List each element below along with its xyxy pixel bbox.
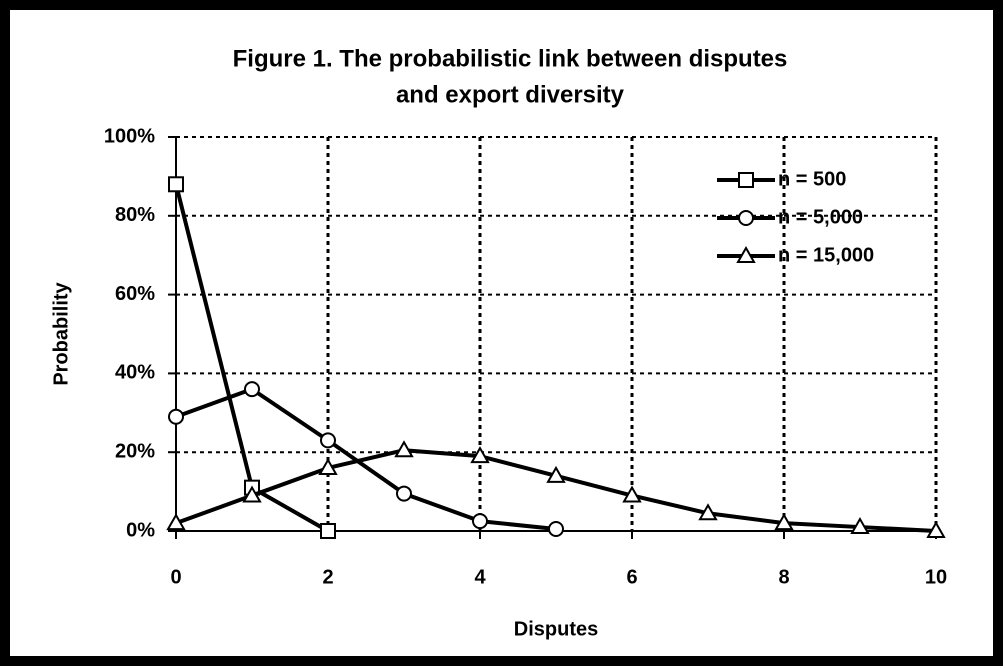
x-tick-label: 6 xyxy=(626,566,637,588)
marker xyxy=(318,457,338,475)
marker xyxy=(242,485,262,503)
x-tick-label: 10 xyxy=(925,566,947,588)
x-tick-label: 2 xyxy=(322,566,333,588)
marker xyxy=(736,245,756,263)
x-tick-label: 4 xyxy=(474,566,486,588)
marker xyxy=(396,485,412,502)
marker xyxy=(738,172,754,188)
marker xyxy=(166,513,186,531)
x-tick-label: 8 xyxy=(778,566,789,588)
marker xyxy=(850,517,870,535)
y-tick-label: 100% xyxy=(104,125,155,147)
series-line xyxy=(175,387,557,532)
x-axis-label: Disputes xyxy=(514,618,598,640)
marker xyxy=(320,523,336,539)
y-tick-label: 20% xyxy=(115,440,155,462)
marker xyxy=(168,176,184,193)
marker xyxy=(738,210,754,226)
marker xyxy=(472,513,488,530)
y-tick-label: 60% xyxy=(115,283,155,305)
marker xyxy=(244,381,260,398)
marker xyxy=(546,465,566,483)
y-tick-label: 0% xyxy=(126,519,155,541)
y-axis-label: Probability xyxy=(50,281,72,385)
marker xyxy=(168,408,184,425)
marker xyxy=(394,440,414,458)
legend-label: n = 500 xyxy=(778,168,846,190)
chart-title: Figure 1. The probabilistic link between… xyxy=(233,45,788,72)
marker xyxy=(320,432,336,449)
legend-label: n = 5,000 xyxy=(778,206,863,228)
marker xyxy=(698,503,718,521)
marker xyxy=(926,520,946,538)
x-tick-label: 0 xyxy=(170,566,181,588)
marker xyxy=(622,485,642,503)
legend-label: n = 15,000 xyxy=(778,244,874,266)
marker xyxy=(774,513,794,531)
chart-title: and export diversity xyxy=(396,81,625,108)
marker xyxy=(548,521,564,538)
y-tick-label: 80% xyxy=(115,204,155,226)
marker xyxy=(470,446,490,464)
y-tick-label: 40% xyxy=(115,362,155,384)
